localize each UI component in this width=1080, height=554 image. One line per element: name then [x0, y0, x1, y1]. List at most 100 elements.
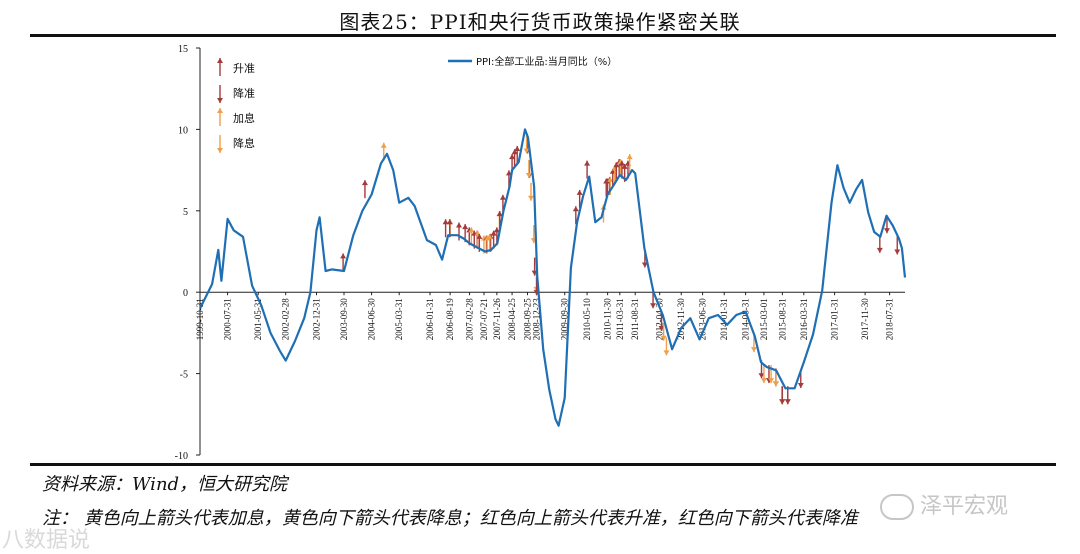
y-tick-label: 10 — [178, 125, 188, 136]
arrow-head — [779, 399, 786, 405]
bottom-rule — [30, 463, 1056, 466]
x-tick-label: 2010-05-10 — [582, 298, 592, 340]
x-tick-label: 2011-08-31 — [630, 298, 640, 340]
arrow-head — [883, 228, 890, 234]
policy-arrow-yellow-down — [525, 159, 532, 178]
arrow-head — [663, 350, 670, 356]
arrow-head — [750, 347, 757, 353]
x-tick-label: 2015-03-01 — [759, 298, 769, 340]
legend-arrow-yellow-up — [217, 108, 223, 126]
policy-arrow-yellow-down — [523, 135, 530, 154]
x-tick-label: 2002-12-31 — [312, 298, 322, 340]
arrow-head — [217, 58, 223, 63]
arrow-head — [380, 142, 387, 148]
arrow-head — [361, 180, 368, 186]
policy-arrow-red-up — [442, 219, 449, 238]
x-tick-label: 2001-05-31 — [253, 298, 263, 340]
arrow-head — [621, 163, 628, 169]
arrow-head — [660, 335, 667, 341]
arrow-head — [525, 172, 532, 178]
chart-axes: 15 10 5 0 -5 -10 1999-10-31 2000-07-31 2001-05-3… — [175, 44, 905, 462]
watermark-left: 八数据说 — [2, 528, 91, 553]
arrow-head — [772, 381, 779, 387]
legend: PPI:全部工业品:当月同比（%） — [448, 55, 617, 68]
legend-arrow-red-down — [217, 85, 223, 103]
arrow-head — [584, 160, 591, 166]
policy-arrow-red-up — [340, 253, 347, 272]
arrow-head — [607, 176, 614, 182]
x-tick-label: 2006-08-19 — [445, 298, 455, 340]
arrow-head — [511, 149, 518, 155]
y-tick-label: 0 — [183, 288, 188, 299]
arrow-head — [641, 262, 648, 268]
ppi-line — [199, 128, 907, 427]
policy-arrow-red-up — [576, 189, 583, 208]
x-tick-label: 2007-11-26 — [492, 298, 502, 340]
wechat-icon — [880, 494, 914, 520]
x-tick-label: 2004-06-30 — [367, 298, 377, 340]
policy-arrow-yellow-up — [626, 154, 633, 173]
watermark-right: 泽平宏观 — [880, 488, 1008, 520]
x-tick-label: 2000-07-31 — [223, 298, 233, 340]
legend-label: PPI:全部工业品:当月同比（%） — [476, 55, 617, 68]
policy-arrow-yellow-down — [760, 365, 767, 384]
arrow-head — [626, 154, 633, 160]
x-tick-label: 2014-01-31 — [719, 298, 729, 340]
arrow-head — [613, 162, 620, 168]
arrow-head — [576, 189, 583, 195]
x-tick-label: 2013-06-30 — [698, 298, 708, 340]
arrow-head — [876, 247, 883, 253]
arrow-head — [509, 154, 516, 160]
x-tick-label: 2012-04-30 — [655, 298, 665, 340]
policy-arrow-red-up — [456, 222, 463, 241]
x-tick-label: 2009-09-30 — [560, 298, 570, 340]
y-tick-label: -5 — [180, 370, 188, 381]
watermark-right-text: 泽平宏观 — [920, 494, 1009, 519]
x-tick-label: 2014-08-31 — [741, 298, 751, 340]
x-tick-label: 2016-03-31 — [799, 298, 809, 340]
chart-canvas: 15 10 5 0 -5 -10 1999-10-31 2000-07-31 2001-05-3… — [175, 44, 907, 462]
x-tick-label: 1999-10-31 — [195, 298, 205, 340]
x-tick-label: 2017-01-31 — [830, 298, 840, 340]
arrow-head — [462, 224, 469, 230]
policy-arrow-red-up — [511, 149, 518, 168]
policy-arrow-red-up — [490, 230, 497, 249]
policy-arrow-red-up — [613, 162, 620, 181]
arrow-head — [572, 206, 579, 212]
arrow-head — [894, 249, 901, 255]
x-tick-label: 2003-09-30 — [339, 298, 349, 340]
arrow-head — [442, 219, 449, 225]
policy-arrow-red-down — [876, 234, 883, 253]
arrow-head — [456, 222, 463, 228]
x-tick-label: 2010-11-30 — [603, 298, 613, 340]
ppi-series — [199, 128, 907, 427]
policy-arrow-yellow-down — [663, 337, 670, 356]
x-tick-label: 2011-03-31 — [615, 298, 625, 340]
arrow-head — [514, 145, 521, 151]
policy-arrow-yellow-up — [468, 227, 475, 246]
policy-arrow-red-down — [894, 236, 901, 255]
x-tick-label: 2008-09-25 — [522, 298, 532, 340]
arrow-head — [217, 98, 223, 103]
source-note: 资料来源：Wind，恒大研究院 — [42, 474, 288, 495]
chart-title: 图表25：PPI和央行货币政策操作紧密关联 — [339, 10, 741, 34]
x-tick-label: 2006-01-31 — [425, 298, 435, 340]
arrow-head — [496, 211, 503, 217]
policy-arrow-yellow-up — [486, 233, 493, 252]
arrow-head — [528, 195, 535, 201]
arrow-legend-label: 加息 — [233, 111, 255, 125]
x-tick-label: 2007-07-21 — [479, 298, 489, 340]
arrow-head — [650, 303, 657, 309]
y-tick-label: -10 — [175, 451, 188, 462]
policy-arrow-red-up — [572, 206, 579, 225]
y-tick-label: 15 — [178, 44, 188, 55]
x-tick-label: 2017-11-30 — [860, 298, 870, 340]
arrow-head — [486, 233, 493, 239]
arrow-head — [476, 233, 483, 239]
arrow-head — [446, 219, 453, 225]
x-tick-label: 2015-08-31 — [777, 298, 787, 340]
arrow-head — [217, 148, 223, 153]
arrow-legend-label: 降息 — [233, 136, 255, 150]
arrow-head — [797, 382, 804, 388]
top-rule — [30, 34, 1056, 37]
